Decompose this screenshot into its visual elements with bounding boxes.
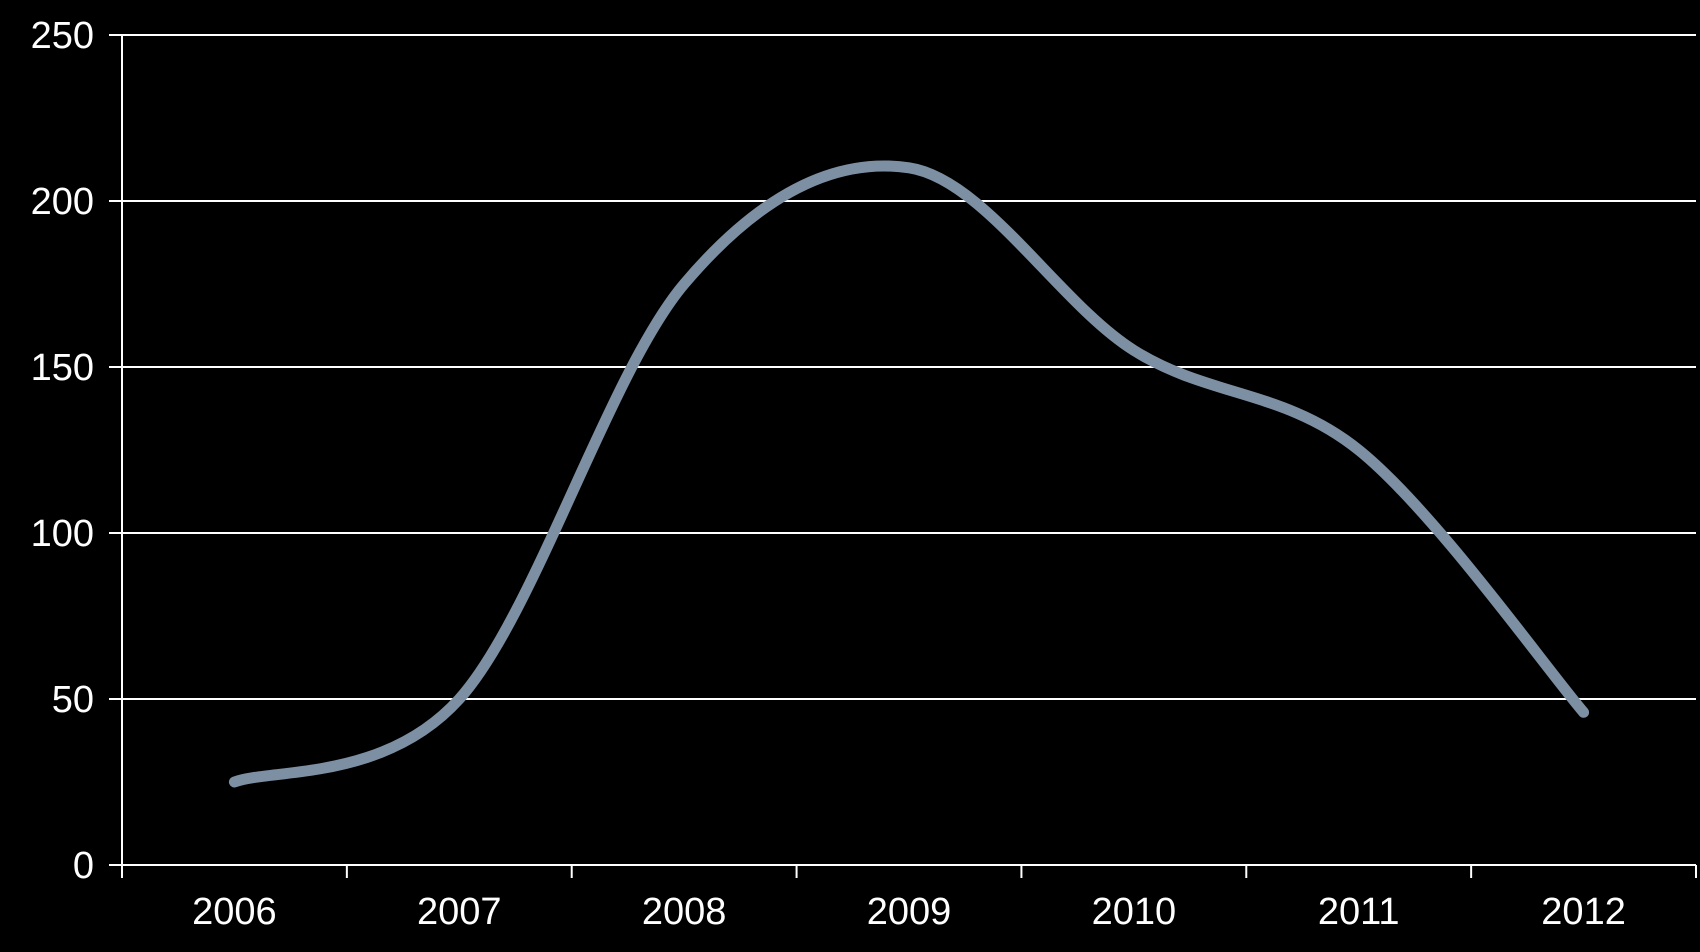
gridlines [122,34,1696,700]
axes [109,34,1697,878]
x-tick-label: 2006 [192,891,277,933]
y-tick-label: 150 [31,347,94,389]
x-tick-label: 2007 [417,891,502,933]
y-tick-labels: 0 50 100 150 200 250 [31,15,94,887]
x-tick-label: 2010 [1092,891,1177,933]
series-line [228,160,1590,788]
x-tick-label: 2012 [1541,891,1626,933]
series-layer [228,160,1590,788]
y-tick-label: 200 [31,181,94,223]
x-tick-label: 2011 [1318,891,1400,933]
y-tick-label: 250 [31,15,94,57]
y-tick-label: 50 [52,679,94,721]
y-tick-label: 0 [73,845,94,887]
y-tick-label: 100 [31,513,94,555]
x-tick-labels: 2006 2007 2008 2009 2010 2011 2012 [192,891,1626,933]
x-tick-label: 2008 [642,891,727,933]
x-tick-label: 2009 [867,891,952,933]
